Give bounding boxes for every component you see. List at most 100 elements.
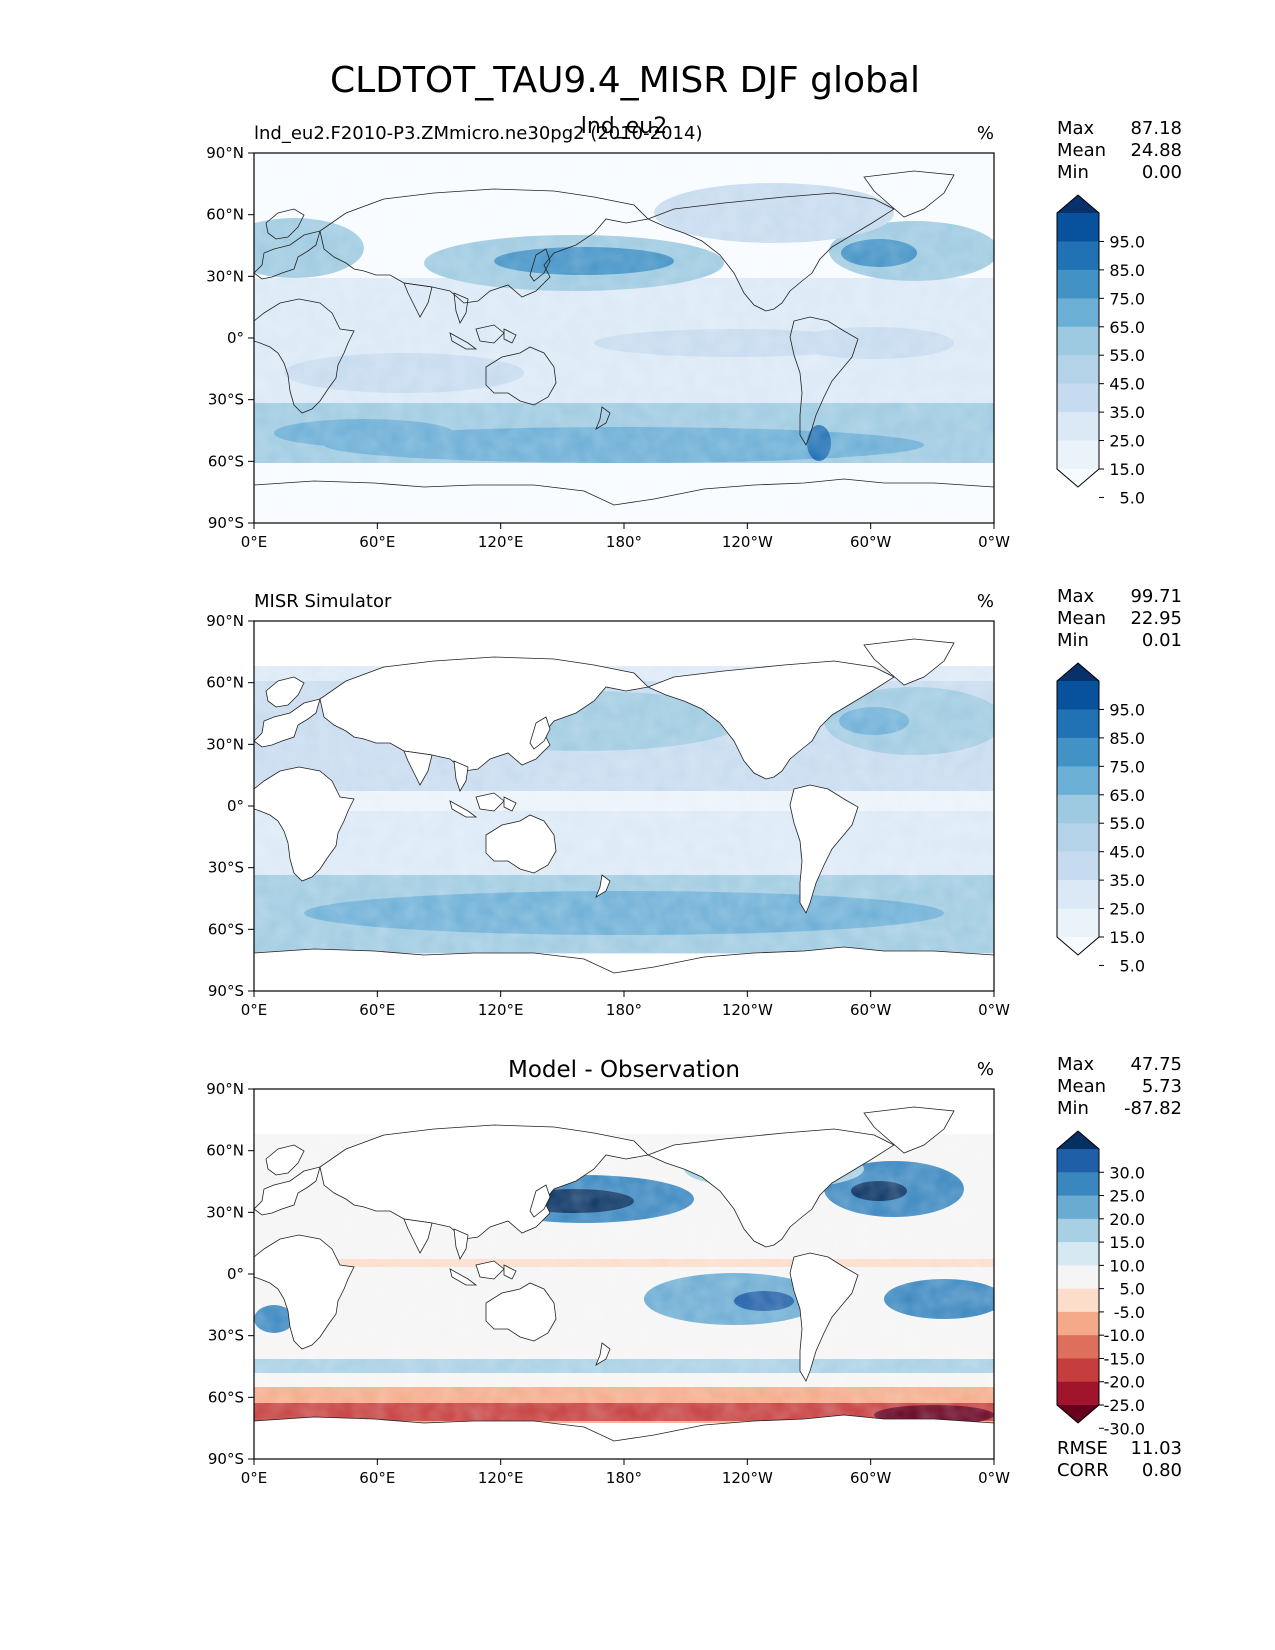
y-tick-label: 30°N: [206, 267, 244, 285]
y-tick-label: 60°S: [208, 920, 244, 938]
colorbar-tick-label: 15.0: [1109, 1233, 1145, 1252]
x-axis: 0°E 60°E 120°E 180° 120°W 60°W 0°W: [241, 523, 1010, 551]
y-tick-label: 90°S: [208, 982, 244, 1000]
colorbar-extend-min: [1057, 937, 1099, 955]
stat-rmse-label: RMSE: [1057, 1438, 1108, 1459]
y-axis: 90°N 60°N 30°N 0° 30°S 60°S 90°S: [206, 1080, 254, 1468]
colorbar-tick-label: 75.0: [1109, 757, 1145, 776]
colorbar-segment: [1057, 737, 1099, 767]
colorbar-segment: [1057, 412, 1099, 442]
panel-units: %: [977, 591, 994, 612]
colorbar-tick-label: -20.0: [1104, 1373, 1145, 1392]
y-tick-label: 90°S: [208, 514, 244, 532]
colorbar-segment: [1057, 1195, 1099, 1220]
stat-min-label: Min: [1057, 1098, 1089, 1119]
stat-mean-value: 24.88: [1130, 140, 1182, 161]
panel-left-title: lnd_eu2.F2010-P3.ZMmicro.ne30pg2 (2010-2…: [254, 123, 702, 144]
colorbar-tick-label: 30.0: [1109, 1163, 1145, 1182]
colorbar-segment: [1057, 326, 1099, 356]
y-tick-label: 60°N: [206, 674, 244, 692]
colorbar-segment: [1057, 823, 1099, 853]
colorbar-tick-label: 65.0: [1109, 786, 1145, 805]
stat-mean-value: 22.95: [1130, 608, 1182, 629]
x-tick-label: 60°W: [850, 1001, 892, 1019]
panel-units: %: [977, 1059, 994, 1080]
y-tick-label: 30°N: [206, 1203, 244, 1221]
colorbar-segment: [1057, 709, 1099, 739]
x-tick-label: 60°E: [359, 1001, 395, 1019]
x-tick-label: 180°: [606, 1001, 642, 1019]
x-tick-label: 60°W: [850, 533, 892, 551]
colorbar-tick-label: 65.0: [1109, 318, 1145, 337]
colorbar-extend-max: [1057, 195, 1099, 213]
colorbar-segment: [1057, 269, 1099, 299]
colorbar-segment: [1057, 1242, 1099, 1266]
colorbar: 30.0 25.0 20.0 15.0 10.0 5.0 -5.0 -10.0 -15.0 -20…: [1056, 1130, 1145, 1438]
panel-center-title-overlap: lnd_eu2: [581, 114, 668, 139]
colorbar-extend-max: [1057, 1131, 1099, 1149]
colorbar-segment: [1057, 1288, 1099, 1313]
x-tick-label: 120°E: [478, 1469, 524, 1487]
colorbar-segment: [1057, 1218, 1099, 1243]
colorbar-tick-label: 85.0: [1109, 261, 1145, 280]
panel-difference: 0°E 60°E 120°E 180° 120°W 60°W 0°W 90°N 60°N 30°…: [206, 1057, 1010, 1487]
colorbar-segment: [1057, 241, 1099, 271]
x-tick-label: 120°E: [478, 533, 524, 551]
stat-min-label: Min: [1057, 162, 1089, 183]
x-tick-label: 0°E: [241, 1469, 268, 1487]
x-tick-label: 120°W: [722, 1001, 773, 1019]
colorbar-segment: [1057, 1381, 1099, 1406]
stat-rmse-value: 11.03: [1130, 1438, 1182, 1459]
stat-max-value: 87.18: [1130, 118, 1182, 139]
colorbar-segment: [1057, 355, 1099, 385]
colorbar-segment: [1057, 794, 1099, 824]
colorbar-segment: [1057, 880, 1099, 910]
x-tick-label: 0°W: [978, 1469, 1010, 1487]
colorbar-tick-label: 95.0: [1109, 232, 1145, 251]
colorbar-segment: [1057, 440, 1099, 470]
y-tick-label: 30°S: [208, 1327, 244, 1345]
panel-units: %: [977, 123, 994, 144]
colorbar-tick-label: 10.0: [1109, 1256, 1145, 1275]
y-axis: 90°N 60°N 30°N 0° 30°S 60°S 90°S: [206, 144, 254, 532]
colorbar-tick-label: 25.0: [1109, 900, 1145, 919]
colorbar-segment: [1057, 1172, 1099, 1197]
stat-min-value: 0.01: [1142, 630, 1182, 651]
y-tick-label: 60°N: [206, 206, 244, 224]
y-axis: 90°N 60°N 30°N 0° 30°S 60°S 90°S: [206, 612, 254, 1000]
figure-title: CLDTOT_TAU9.4_MISR DJF global: [330, 60, 920, 101]
colorbar-segment: [1057, 1265, 1099, 1290]
stat-max-value: 99.71: [1130, 586, 1182, 607]
x-tick-label: 180°: [606, 533, 642, 551]
colorbar-segment: [1057, 298, 1099, 328]
stat-mean-label: Mean: [1057, 140, 1106, 161]
colorbar: 95.0 85.0 75.0 65.0 55.0 45.0 35.0 25.0 15.0 5.0: [1056, 662, 1145, 975]
colorbar-segment: [1057, 213, 1099, 242]
x-tick-label: 60°E: [359, 1469, 395, 1487]
colorbar-tick-label: 85.0: [1109, 729, 1145, 748]
y-tick-label: 90°N: [206, 144, 244, 162]
colorbar-segment: [1057, 908, 1099, 938]
colorbar-tick-label: -15.0: [1104, 1349, 1145, 1368]
colorbar-tick-label: 75.0: [1109, 289, 1145, 308]
x-axis: 0°E 60°E 120°E 180° 120°W 60°W 0°W: [241, 1459, 1010, 1487]
stat-max-label: Max: [1057, 118, 1095, 139]
colorbar-tick-label: 25.0: [1109, 432, 1145, 451]
colorbar-tick-label: 15.0: [1109, 928, 1145, 947]
colorbar-tick-label: 55.0: [1109, 346, 1145, 365]
y-tick-label: 30°S: [208, 859, 244, 877]
x-tick-label: 0°W: [978, 1001, 1010, 1019]
colorbar-segment: [1057, 1311, 1099, 1336]
colorbar-extend-min: [1057, 469, 1099, 487]
x-tick-label: 0°E: [241, 1001, 268, 1019]
stat-max-label: Max: [1057, 586, 1095, 607]
y-tick-label: 0°: [227, 797, 244, 815]
colorbar-tick-label: 45.0: [1109, 843, 1145, 862]
x-tick-label: 180°: [606, 1469, 642, 1487]
x-tick-label: 0°E: [241, 533, 268, 551]
colorbar-segment: [1057, 681, 1099, 710]
colorbar-segment: [1057, 1358, 1099, 1383]
stats-colorbar-1: Max 99.71 Mean 22.95 Min 0.01 95.0 85.0 75…: [1056, 586, 1182, 975]
colorbar-tick-label: 15.0: [1109, 460, 1145, 479]
